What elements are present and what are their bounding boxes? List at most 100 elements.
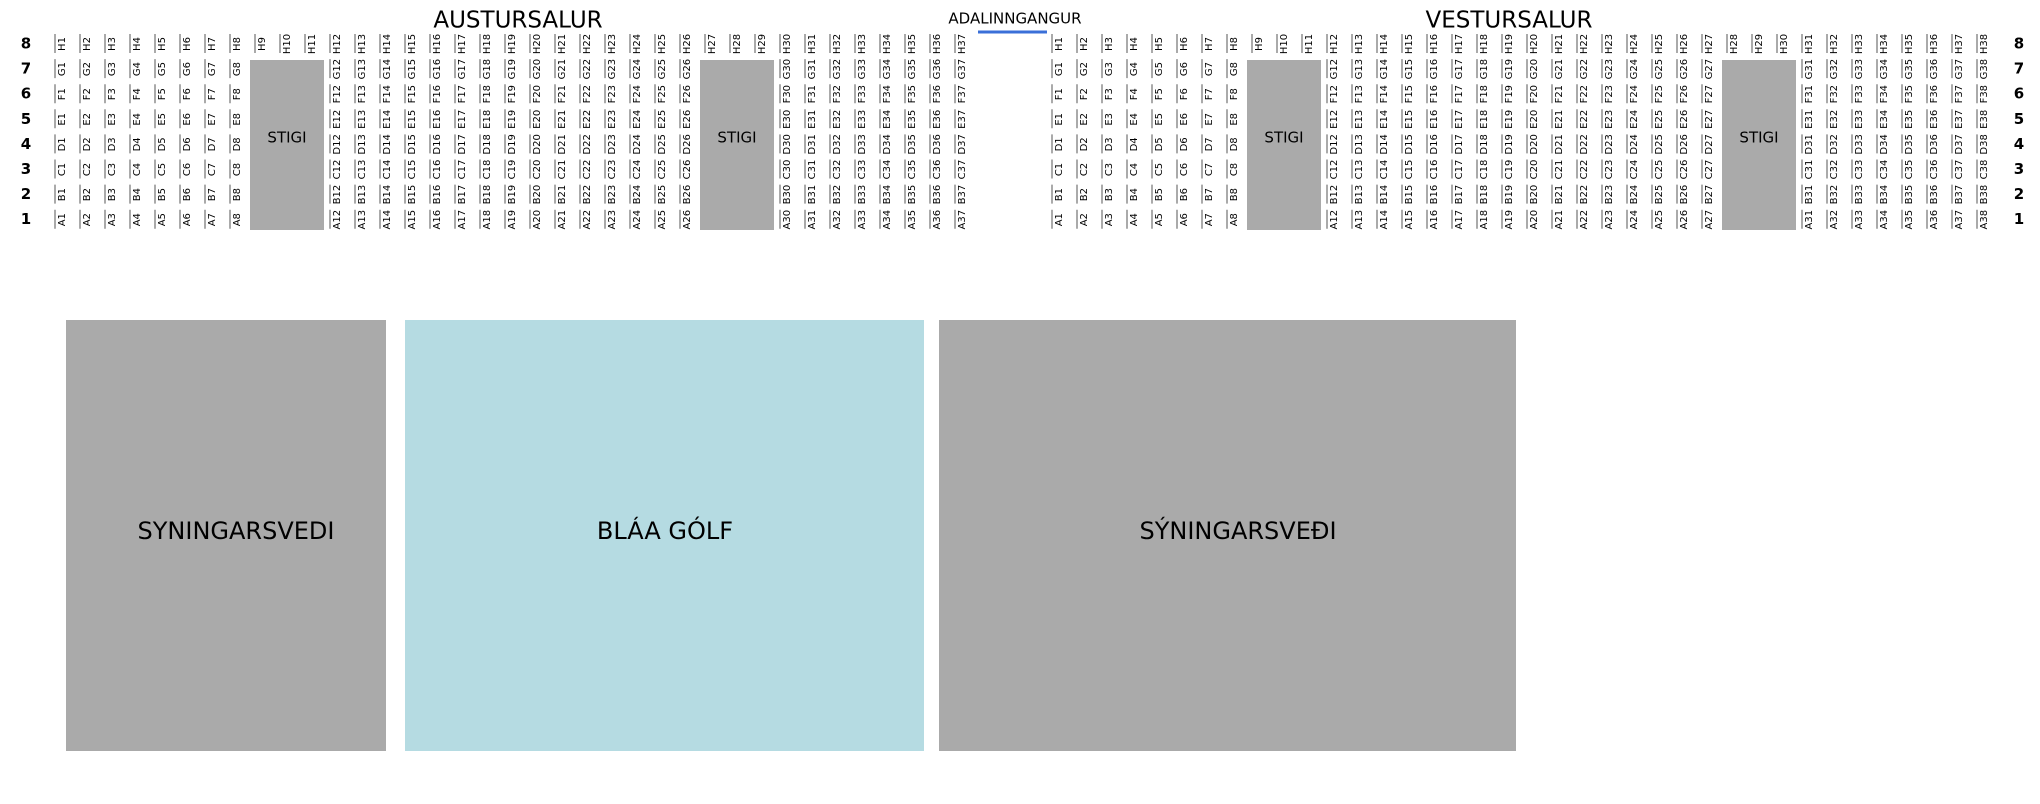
seat: B4: [132, 188, 143, 201]
seat: D6: [182, 137, 193, 151]
seat: D8: [1229, 137, 1240, 151]
seat: E7: [1204, 113, 1215, 126]
seat: A6: [182, 213, 193, 226]
seat: C31: [1804, 160, 1815, 180]
seat: H27: [707, 34, 718, 54]
seat: G14: [382, 59, 393, 79]
seat: D34: [1879, 134, 1890, 154]
seat: C7: [1204, 163, 1215, 176]
exhibition-area: [939, 320, 1516, 751]
seat: F6: [182, 88, 193, 100]
seat: G24: [1629, 59, 1640, 79]
seat: G36: [932, 59, 943, 79]
seat: D35: [1904, 134, 1915, 154]
seat: F4: [132, 88, 143, 100]
seat: H14: [382, 34, 393, 54]
seat: B13: [357, 185, 368, 205]
seat: D31: [807, 134, 818, 154]
seat: G35: [907, 59, 918, 79]
seat: H18: [1479, 34, 1490, 54]
seat: B23: [1604, 185, 1615, 205]
seat: A36: [932, 210, 943, 230]
seat: C24: [632, 160, 643, 180]
row-label: 2: [2014, 185, 2024, 203]
seat: G32: [1829, 59, 1840, 79]
seat: G18: [1479, 59, 1490, 79]
seat: A35: [907, 210, 918, 230]
seat: A17: [1454, 210, 1465, 230]
seat: A17: [457, 210, 468, 230]
seat: A37: [1954, 210, 1965, 230]
seat: E17: [1454, 110, 1465, 129]
seat: A6: [1179, 213, 1190, 226]
seat: F37: [1954, 85, 1965, 103]
seat: G6: [1179, 62, 1190, 76]
seat: B2: [82, 188, 93, 201]
seat: B16: [1429, 185, 1440, 205]
seat: C24: [1629, 160, 1640, 180]
seat: G12: [332, 59, 343, 79]
seat: B34: [882, 185, 893, 205]
seat: D26: [682, 134, 693, 154]
seat: E30: [782, 110, 793, 129]
seat: B1: [1054, 188, 1065, 201]
seat: H5: [1154, 37, 1165, 51]
seat: H30: [1779, 34, 1790, 54]
seat: E2: [82, 113, 93, 126]
seat: A31: [807, 210, 818, 230]
seat: H2: [82, 37, 93, 51]
seat: B22: [582, 185, 593, 205]
seat: D14: [382, 134, 393, 154]
seat: C5: [1154, 163, 1165, 176]
seat: E14: [382, 110, 393, 129]
seat: B17: [1454, 185, 1465, 205]
seat: D30: [782, 134, 793, 154]
seat: D20: [532, 134, 543, 154]
seat: H17: [1454, 34, 1465, 54]
seat: F31: [1804, 85, 1815, 103]
seat: C31: [807, 160, 818, 180]
seat: B19: [1504, 185, 1515, 205]
seat: A37: [957, 210, 968, 230]
seat: H1: [1054, 37, 1065, 51]
seat: B16: [432, 185, 443, 205]
seat: B26: [682, 185, 693, 205]
row-label: 7: [2014, 60, 2024, 78]
seat: E16: [1429, 110, 1440, 129]
seat: F20: [1529, 85, 1540, 103]
seat: C35: [1904, 160, 1915, 180]
seat: H32: [1829, 34, 1840, 54]
seat: A13: [357, 210, 368, 230]
seat: H24: [632, 34, 643, 54]
seat: B24: [1629, 185, 1640, 205]
seat: A33: [1854, 210, 1865, 230]
stairs-label: STIGI: [267, 129, 306, 147]
seat: E8: [1229, 113, 1240, 126]
seat: C34: [882, 160, 893, 180]
seat: H7: [207, 37, 218, 51]
seat: E36: [932, 110, 943, 129]
seat: D5: [157, 137, 168, 151]
seat: H8: [232, 37, 243, 51]
seat: E38: [1979, 110, 1990, 129]
seat: B2: [1079, 188, 1090, 201]
seat: H36: [1929, 34, 1940, 54]
seat: H13: [1354, 34, 1365, 54]
seat: C1: [57, 163, 68, 176]
seat: D24: [632, 134, 643, 154]
seat: F35: [1904, 85, 1915, 103]
seat: G13: [357, 59, 368, 79]
seat: A25: [657, 210, 668, 230]
seat: A21: [557, 210, 568, 230]
seat: F24: [1629, 85, 1640, 103]
seat: C33: [857, 160, 868, 180]
seat: B20: [532, 185, 543, 205]
seat: H30: [782, 34, 793, 54]
seat: D26: [1679, 134, 1690, 154]
row-label: 4: [21, 135, 31, 153]
seat: H34: [882, 34, 893, 54]
seat: A20: [1529, 210, 1540, 230]
seat: A22: [1579, 210, 1590, 230]
seat: A4: [132, 213, 143, 226]
